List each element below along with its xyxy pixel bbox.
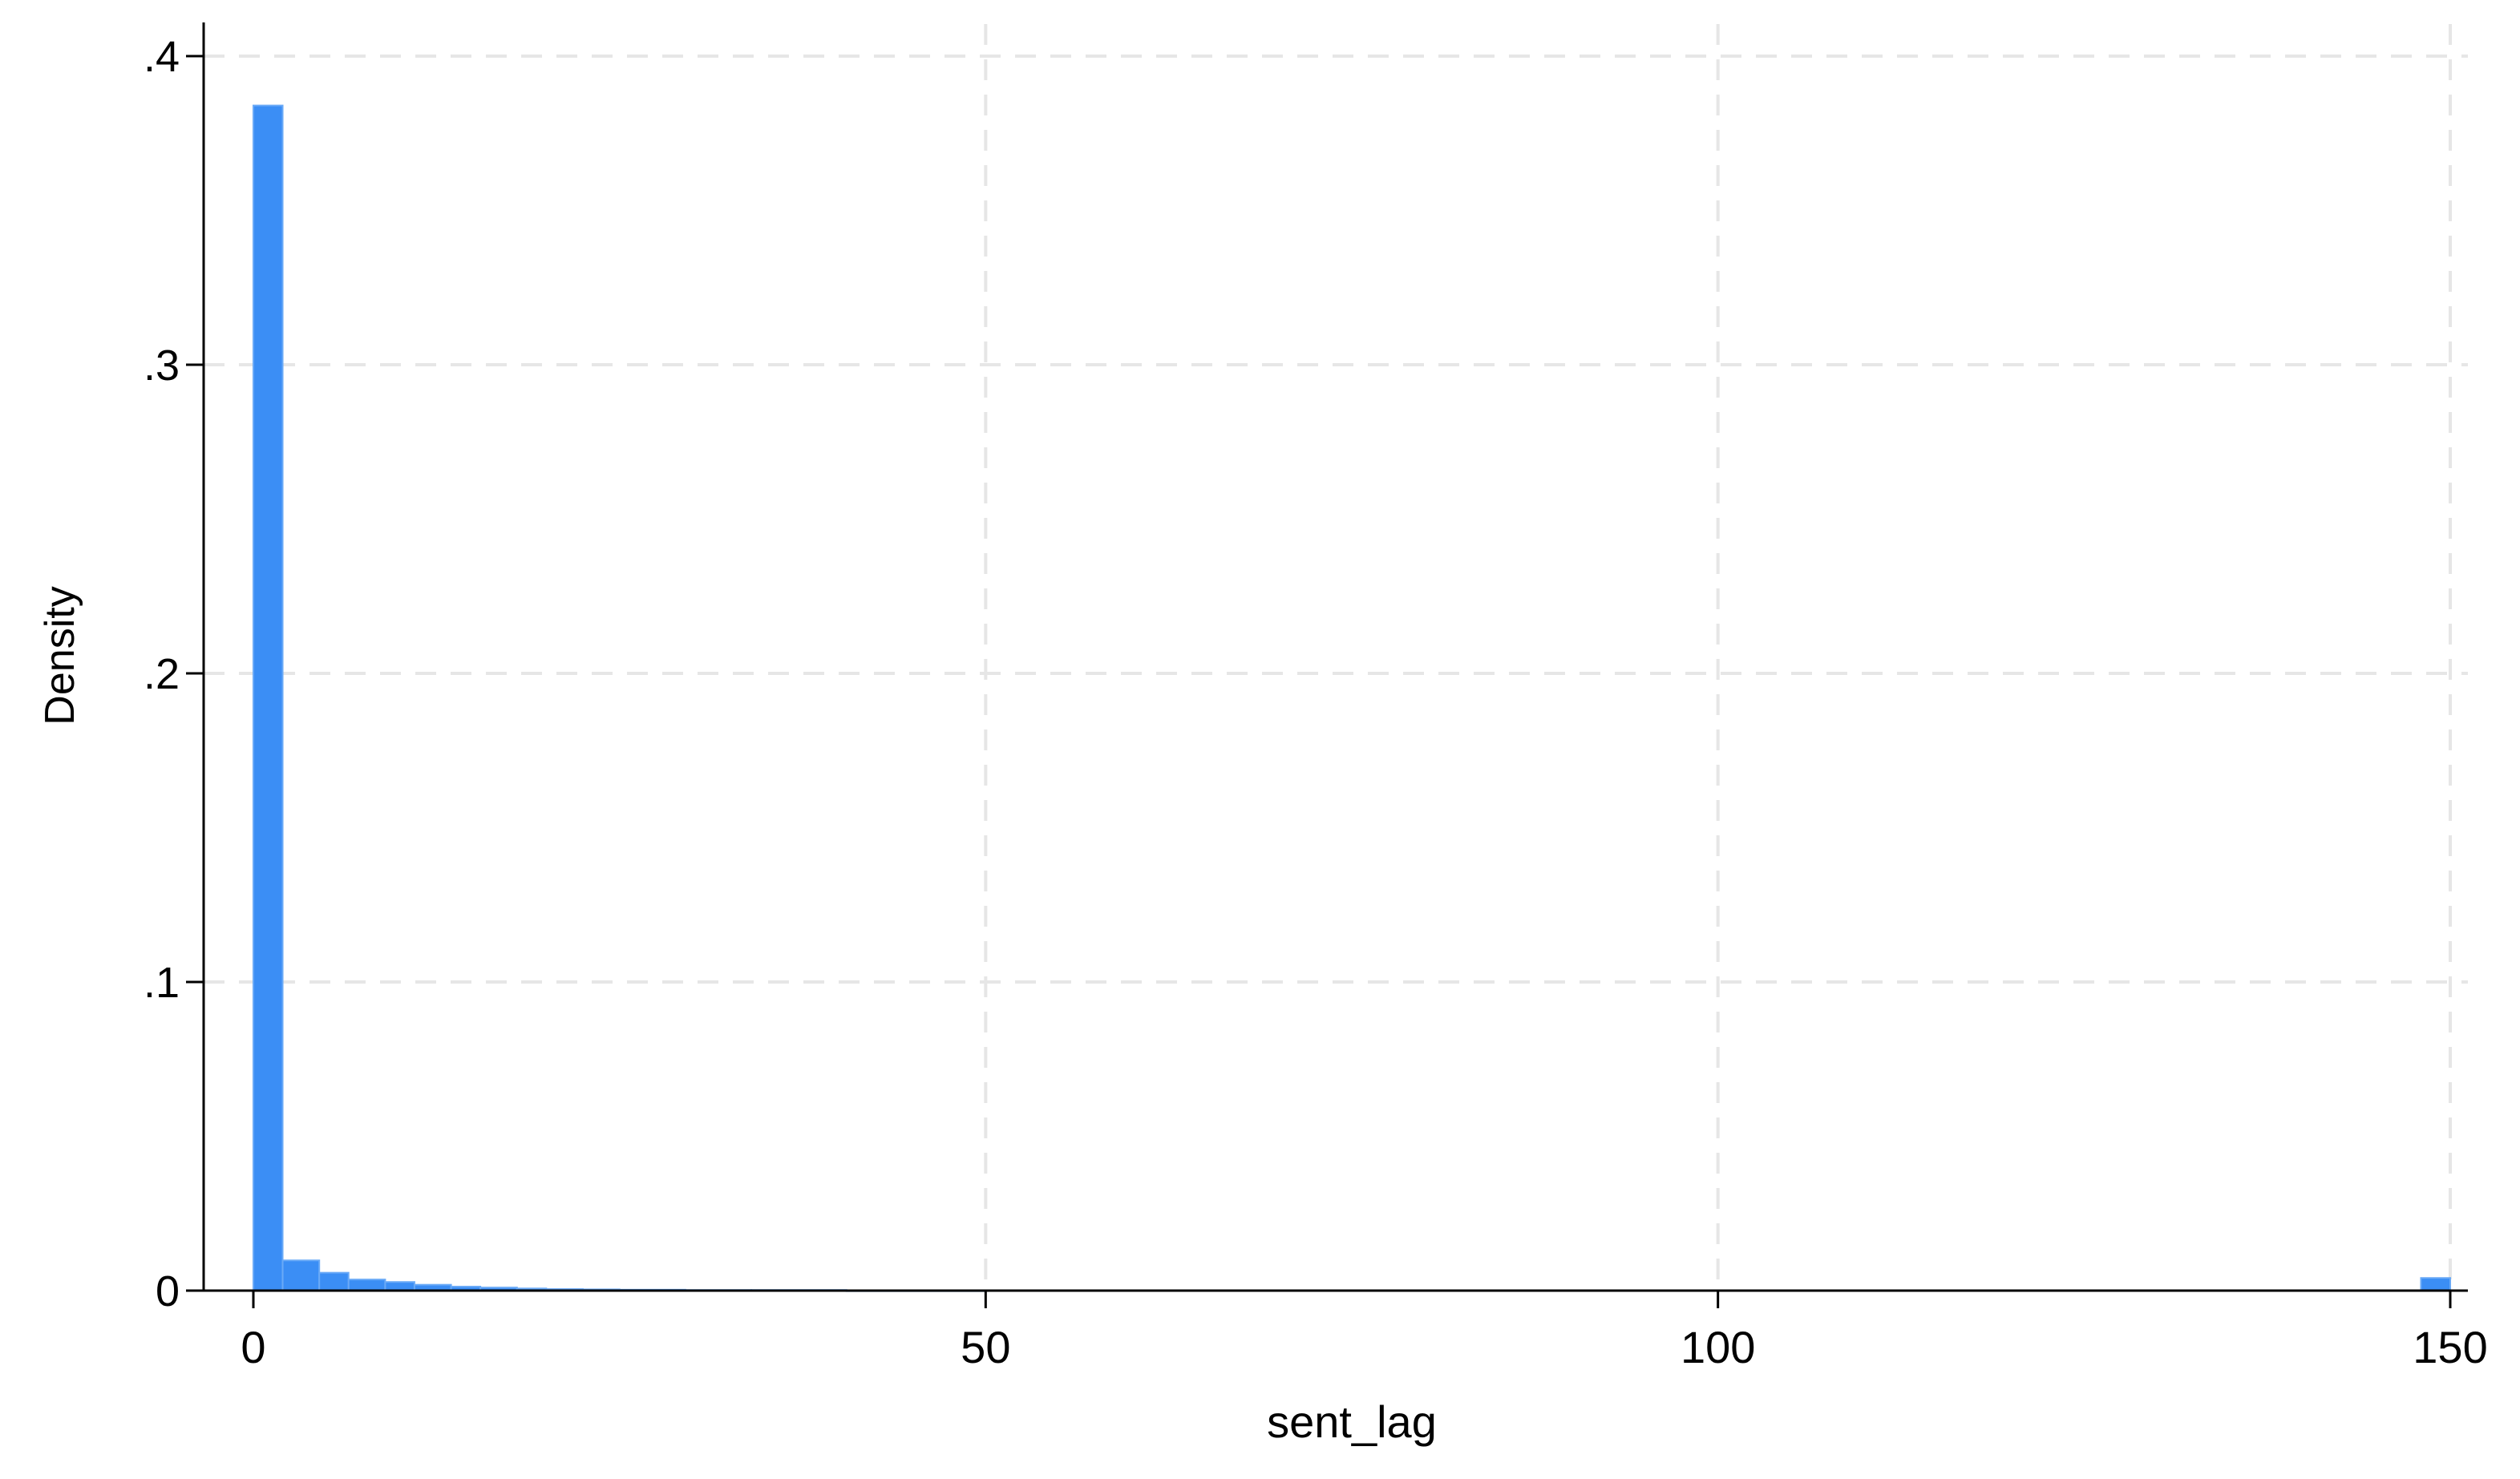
y-axis-title: Density bbox=[37, 586, 83, 725]
axes-layer bbox=[202, 22, 2468, 1292]
histogram-bar bbox=[347, 1279, 386, 1292]
y-tick-label: 0 bbox=[156, 1267, 180, 1315]
bars-layer bbox=[253, 104, 2451, 1292]
y-tick-label: .1 bbox=[144, 959, 180, 1007]
x-tick-label: 100 bbox=[1681, 1322, 1755, 1372]
x-tick-label: 50 bbox=[961, 1322, 1010, 1372]
y-tick-label: .3 bbox=[144, 341, 180, 390]
histogram-bar bbox=[281, 1259, 321, 1292]
y-tick-label: .2 bbox=[144, 650, 180, 698]
grid-layer bbox=[204, 24, 2468, 1291]
histogram-bar bbox=[2420, 1277, 2451, 1291]
ticks-layer: 0 .1 .2 .3 .4 0 50 100 150 bbox=[144, 33, 2488, 1372]
x-axis-title: sent_lag bbox=[1267, 1396, 1437, 1447]
x-tick-label: 0 bbox=[241, 1322, 265, 1372]
histogram-bar bbox=[384, 1281, 415, 1291]
x-tick-label: 150 bbox=[2413, 1322, 2487, 1372]
histogram-bar bbox=[318, 1271, 350, 1292]
y-tick-label: .4 bbox=[144, 33, 180, 81]
histogram-bar bbox=[253, 104, 284, 1292]
